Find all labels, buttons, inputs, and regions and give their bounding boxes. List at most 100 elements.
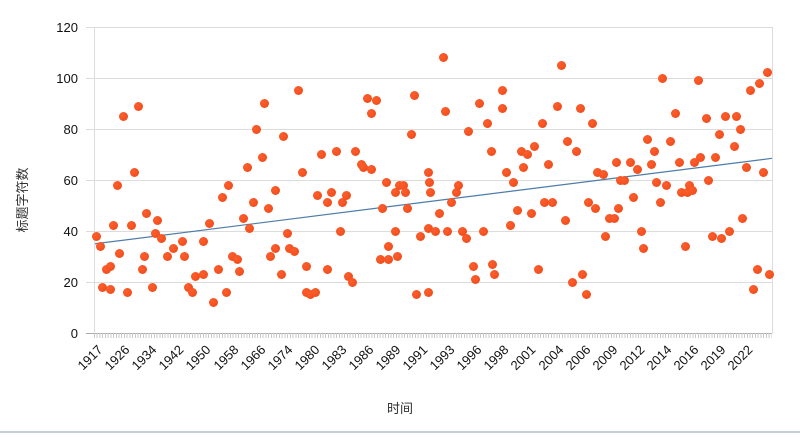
data-point bbox=[710, 152, 720, 162]
data-point bbox=[438, 53, 448, 63]
data-point bbox=[198, 269, 208, 279]
data-point bbox=[474, 99, 484, 108]
data-point bbox=[658, 73, 668, 83]
data-point bbox=[410, 91, 420, 101]
data-point bbox=[112, 180, 122, 190]
data-point bbox=[96, 241, 106, 251]
x-tick-label: 1998 bbox=[480, 342, 512, 374]
data-point bbox=[662, 180, 672, 190]
data-point bbox=[265, 252, 275, 261]
data-point bbox=[351, 147, 361, 157]
y-gridline bbox=[86, 282, 772, 283]
data-point bbox=[367, 109, 377, 119]
data-point bbox=[213, 264, 223, 274]
data-point bbox=[403, 203, 413, 213]
data-point bbox=[375, 254, 385, 264]
data-point bbox=[620, 175, 630, 185]
data-point bbox=[335, 226, 345, 236]
data-point bbox=[490, 269, 500, 279]
data-point bbox=[98, 282, 108, 292]
x-axis-ticks bbox=[94, 333, 772, 338]
data-point bbox=[755, 78, 765, 88]
data-point bbox=[163, 252, 173, 261]
data-point bbox=[759, 167, 769, 177]
data-point bbox=[563, 137, 573, 147]
data-point bbox=[598, 170, 608, 180]
x-tick-label: 2006 bbox=[562, 342, 594, 374]
data-point bbox=[342, 190, 352, 200]
data-point bbox=[311, 287, 321, 297]
data-point bbox=[326, 188, 336, 198]
data-point bbox=[105, 262, 115, 272]
data-point bbox=[270, 244, 280, 254]
data-point bbox=[393, 252, 403, 261]
x-tick-label: 2022 bbox=[724, 342, 756, 374]
x-tick-label: 1996 bbox=[453, 342, 485, 374]
data-point bbox=[123, 287, 133, 297]
data-point bbox=[502, 167, 512, 177]
x-tick-label: 2009 bbox=[589, 342, 621, 374]
data-point bbox=[591, 203, 601, 213]
data-point bbox=[224, 180, 234, 190]
x-tick-label: 2001 bbox=[507, 342, 539, 374]
data-point bbox=[498, 104, 508, 114]
data-point bbox=[257, 152, 267, 162]
data-point bbox=[626, 157, 636, 167]
y-tick-label: 0 bbox=[70, 326, 78, 341]
data-point bbox=[693, 76, 703, 86]
data-point bbox=[137, 264, 147, 274]
data-point bbox=[443, 226, 453, 236]
data-point bbox=[252, 124, 262, 134]
data-point bbox=[242, 162, 252, 172]
data-point bbox=[366, 165, 376, 175]
data-point bbox=[232, 254, 242, 264]
data-point bbox=[482, 119, 492, 129]
data-point bbox=[527, 208, 537, 218]
data-point bbox=[461, 234, 471, 244]
bottom-edge-divider bbox=[0, 431, 800, 433]
data-point bbox=[323, 264, 333, 274]
data-point bbox=[129, 167, 139, 177]
data-point bbox=[372, 96, 382, 106]
x-tick-label: 1993 bbox=[426, 342, 458, 374]
data-point bbox=[533, 264, 543, 274]
data-point bbox=[424, 287, 434, 297]
data-point bbox=[259, 99, 269, 108]
data-point bbox=[147, 282, 157, 292]
data-point bbox=[688, 185, 698, 195]
data-point bbox=[343, 272, 353, 282]
data-point bbox=[204, 218, 214, 228]
data-point bbox=[614, 203, 624, 213]
data-point bbox=[177, 236, 187, 246]
y-gridline bbox=[86, 78, 772, 79]
data-point bbox=[543, 160, 553, 170]
x-tick-label: 1986 bbox=[345, 342, 377, 374]
data-point bbox=[238, 213, 248, 223]
y-tick-label: 40 bbox=[63, 224, 78, 239]
data-point bbox=[636, 226, 646, 236]
data-point bbox=[553, 101, 563, 111]
data-point bbox=[729, 142, 739, 152]
data-point bbox=[764, 269, 774, 279]
data-point bbox=[362, 93, 372, 103]
data-point bbox=[478, 226, 488, 236]
y-gridline bbox=[86, 129, 772, 130]
data-point bbox=[431, 226, 441, 236]
x-tick-label: 1966 bbox=[237, 342, 269, 374]
data-point bbox=[749, 285, 759, 295]
data-point bbox=[610, 213, 620, 223]
data-point bbox=[153, 216, 163, 226]
data-point bbox=[115, 249, 125, 259]
data-point bbox=[575, 104, 585, 114]
data-point bbox=[289, 246, 299, 256]
data-point bbox=[690, 157, 700, 167]
data-point bbox=[505, 221, 515, 231]
x-tick-label: 2019 bbox=[697, 342, 729, 374]
x-tick-label: 1958 bbox=[209, 342, 242, 374]
data-point bbox=[457, 226, 467, 236]
x-tick-label: 1991 bbox=[399, 342, 431, 374]
data-point bbox=[519, 162, 529, 172]
data-point bbox=[649, 147, 659, 157]
x-tick-label: 1974 bbox=[264, 342, 296, 374]
